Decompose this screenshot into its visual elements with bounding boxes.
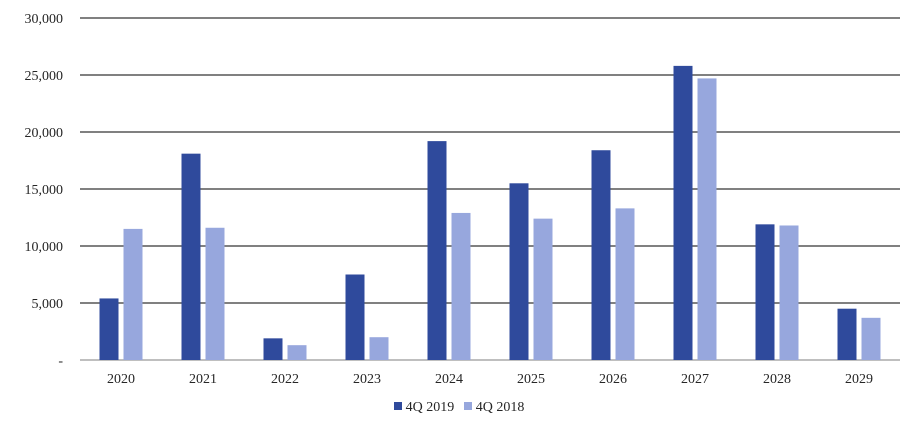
- y-axis-tick-labels: - 5,000 10,000 15,000 20,000 25,000 30,000: [25, 12, 64, 369]
- bar-series-2: [615, 208, 635, 360]
- bar-series-2: [861, 317, 881, 360]
- bar-series-1: [345, 274, 365, 360]
- x-tick-label: 2027: [681, 372, 709, 387]
- bar-series-1: [509, 183, 529, 360]
- x-tick-label: 2028: [763, 372, 791, 387]
- bar-series-2: [123, 228, 143, 360]
- y-tick-label: 25,000: [25, 69, 64, 84]
- bar-series-1: [837, 308, 857, 360]
- y-tick-label: 30,000: [25, 12, 64, 27]
- y-tick-label: 20,000: [25, 126, 64, 141]
- y-tick-label: -: [58, 354, 63, 369]
- x-tick-label: 2020: [107, 372, 135, 387]
- bar-series-2: [287, 345, 307, 360]
- x-tick-label: 2029: [845, 372, 873, 387]
- bar-series-2: [533, 218, 553, 360]
- bars: [99, 65, 881, 361]
- x-tick-label: 2021: [189, 372, 217, 387]
- bar-series-1: [673, 65, 693, 360]
- bar-series-1: [755, 224, 775, 360]
- legend-label-series-2: 4Q 2018: [475, 400, 525, 415]
- legend-swatch-series-2: [463, 402, 472, 410]
- bar-series-1: [427, 141, 447, 360]
- bar-series-2: [369, 337, 389, 360]
- legend-item-series-1: 4Q 2019: [393, 400, 455, 416]
- legend-item-series-2: 4Q 2018: [463, 400, 525, 416]
- bar-series-1: [263, 338, 283, 360]
- bar-series-1: [181, 153, 201, 360]
- bar-series-2: [697, 78, 717, 361]
- legend-label-series-1: 4Q 2019: [405, 400, 455, 415]
- legend-swatch-series-1: [393, 402, 402, 410]
- x-tick-label: 2024: [435, 372, 463, 387]
- legend: 4Q 2019 4Q 2018: [0, 400, 918, 416]
- x-axis-tick-labels: 2020 2021 2022 2023 2024 2025 2026 2027 2028 2029: [107, 372, 873, 387]
- y-tick-label: 5,000: [32, 297, 64, 312]
- y-tick-label: 10,000: [25, 240, 64, 255]
- x-tick-label: 2025: [517, 372, 545, 387]
- bar-series-2: [451, 212, 471, 360]
- y-tick-label: 15,000: [25, 183, 64, 198]
- bar-series-2: [205, 227, 225, 360]
- bar-series-1: [591, 150, 611, 360]
- bar-series-2: [779, 225, 799, 360]
- gridlines: [80, 17, 900, 361]
- x-tick-label: 2022: [271, 372, 299, 387]
- x-tick-label: 2023: [353, 372, 381, 387]
- bar-series-1: [99, 298, 119, 360]
- x-tick-label: 2026: [599, 372, 627, 387]
